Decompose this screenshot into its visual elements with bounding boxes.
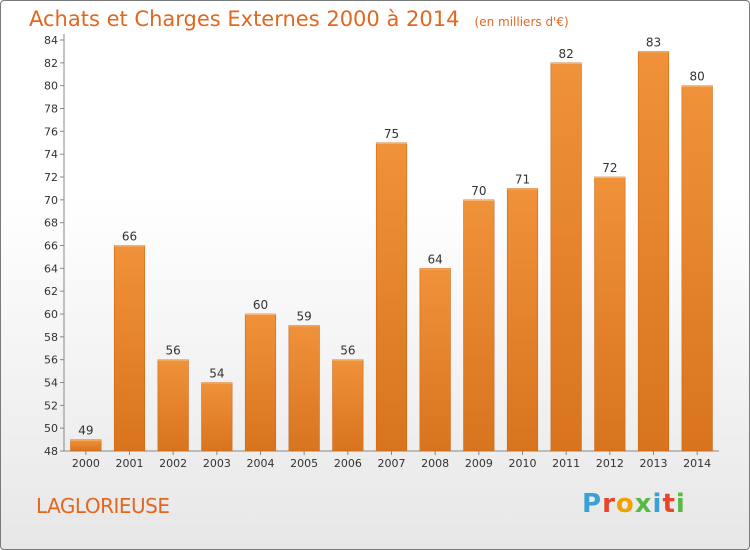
x-tick-label: 2011 [552, 457, 580, 470]
y-tick-label: 58 [44, 331, 58, 344]
bar[interactable] [375, 142, 408, 452]
y-tick-label: 82 [44, 57, 58, 70]
bar[interactable] [637, 51, 670, 452]
y-tick-label: 78 [44, 103, 58, 116]
y-tick-label: 74 [44, 148, 58, 161]
logo-letter: x [634, 489, 653, 519]
chart-unit-label: (en milliers d'€) [474, 15, 569, 29]
logo-letter: o [615, 489, 635, 519]
commune-name: LAGLORIEUSE [36, 494, 170, 518]
y-tick-label: 60 [44, 308, 58, 321]
y-tick-label: 68 [44, 217, 58, 230]
value-label: 82 [559, 47, 574, 61]
x-tick-label: 2007 [378, 457, 406, 470]
bar[interactable] [550, 62, 582, 452]
bar[interactable] [463, 199, 495, 452]
y-tick-label: 62 [44, 285, 58, 298]
bars [70, 51, 713, 452]
logo-letter: t [662, 489, 676, 519]
value-labels: 49 66 56 54 60 59 56 75 64 70 71 82 72 83 80 [78, 35, 705, 437]
value-label: 80 [690, 70, 705, 84]
value-label: 72 [602, 161, 617, 175]
value-label: 83 [646, 35, 661, 49]
value-label: 66 [122, 230, 137, 244]
x-tick-label: 2008 [421, 457, 449, 470]
value-label: 56 [166, 344, 181, 358]
x-tick-label: 2000 [72, 457, 100, 470]
bar[interactable] [201, 382, 233, 452]
x-tick-label: 2004 [247, 457, 275, 470]
y-tick-label: 80 [44, 80, 58, 93]
bar[interactable] [419, 268, 451, 452]
logo-letter: i [675, 489, 686, 519]
x-tick-label: 2003 [203, 457, 231, 470]
y-tick-label: 66 [44, 240, 58, 253]
x-tick-label: 2002 [159, 457, 187, 470]
x-tick-label: 2010 [509, 457, 537, 470]
value-label: 60 [253, 298, 268, 312]
logo-letter: P [582, 489, 603, 519]
y-tick-label: 76 [44, 125, 58, 138]
y-tick-label: 64 [44, 262, 58, 275]
y-tick-label: 56 [44, 354, 58, 367]
x-tick-label: 2006 [334, 457, 362, 470]
bar[interactable] [288, 325, 320, 452]
x-tick-label: 2014 [683, 457, 711, 470]
value-label: 56 [340, 344, 355, 358]
bar[interactable] [157, 359, 189, 452]
logo-letter: i [652, 489, 663, 519]
bar[interactable] [681, 85, 713, 452]
bar[interactable] [594, 176, 626, 452]
y-tick-label: 70 [44, 194, 58, 207]
value-label: 59 [297, 309, 312, 323]
value-label: 70 [471, 184, 486, 198]
bar[interactable] [506, 188, 539, 452]
value-label: 49 [78, 424, 93, 438]
x-tick-label: 2005 [290, 457, 318, 470]
value-label: 75 [384, 127, 399, 141]
x-tick-label: 2013 [640, 457, 668, 470]
y-tick-label: 52 [44, 399, 58, 412]
value-label: 54 [209, 367, 224, 381]
chart-title: Achats et Charges Externes 2000 à 2014 [29, 7, 460, 31]
y-axis: 48 50 52 54 56 58 60 62 64 66 68 70 72 74 76 78 80 82 84 [44, 34, 65, 458]
y-tick-label: 50 [44, 422, 58, 435]
y-tick-label: 48 [44, 445, 58, 458]
bar[interactable] [113, 245, 146, 452]
y-tick-label: 84 [44, 34, 58, 47]
y-tick-label: 54 [44, 377, 58, 390]
x-tick-label: 2012 [596, 457, 624, 470]
value-label: 64 [428, 252, 443, 266]
bar[interactable] [244, 313, 277, 452]
proxiti-logo[interactable]: Proxiti [582, 489, 686, 519]
x-tick-label: 2009 [465, 457, 493, 470]
value-label: 71 [515, 172, 530, 186]
x-tick-label: 2001 [116, 457, 144, 470]
bar[interactable] [70, 439, 102, 452]
y-tick-label: 72 [44, 171, 58, 184]
x-axis: 2000 2001 2002 2003 2004 2005 2006 2007 2008 2009… [64, 450, 719, 470]
logo-letter: r [602, 489, 616, 519]
bar[interactable] [332, 359, 364, 452]
title-row: Achats et Charges Externes 2000 à 2014 (… [29, 7, 569, 31]
